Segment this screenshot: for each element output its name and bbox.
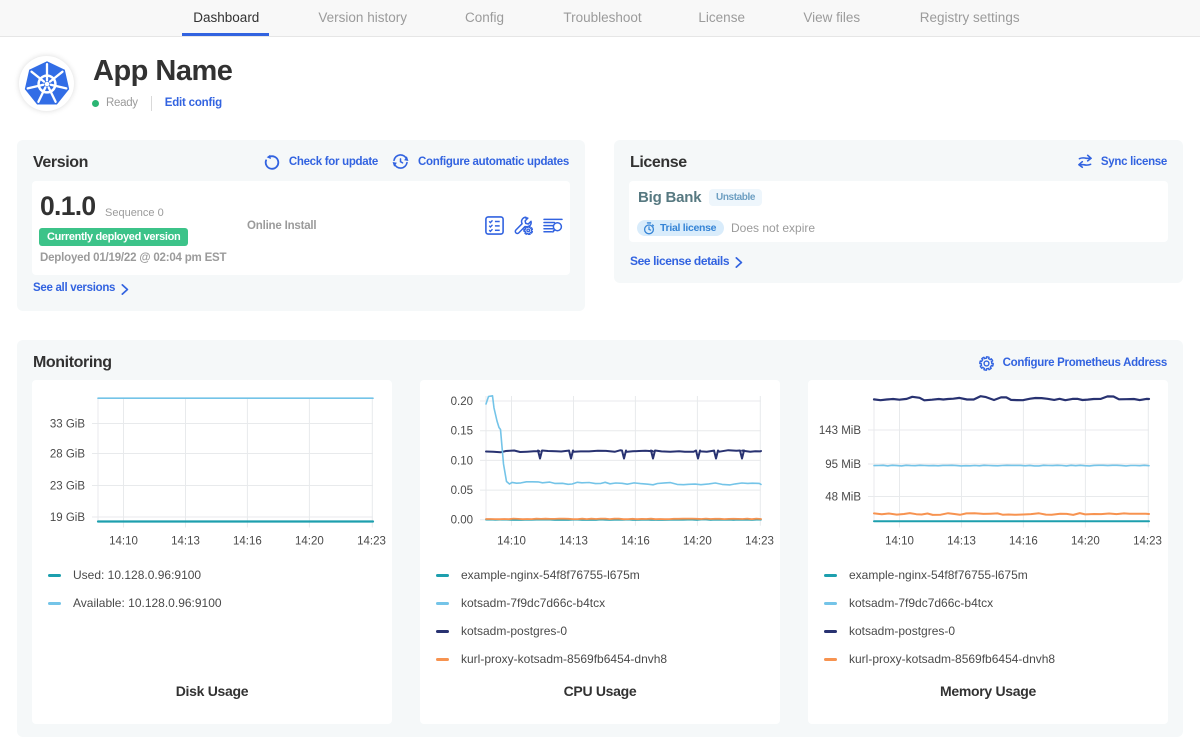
svg-text:14:23: 14:23 bbox=[1133, 536, 1162, 548]
svg-text:95 MiB: 95 MiB bbox=[825, 459, 861, 471]
svg-text:0.20: 0.20 bbox=[451, 396, 473, 408]
svg-text:14:20: 14:20 bbox=[295, 536, 324, 548]
svg-text:14:23: 14:23 bbox=[357, 536, 386, 548]
svg-text:0.05: 0.05 bbox=[451, 485, 473, 497]
svg-text:14:13: 14:13 bbox=[171, 536, 200, 548]
svg-text:14:10: 14:10 bbox=[885, 536, 914, 548]
svg-text:14:10: 14:10 bbox=[109, 536, 138, 548]
svg-text:48 MiB: 48 MiB bbox=[825, 492, 861, 504]
svg-text:28 GiB: 28 GiB bbox=[50, 449, 85, 461]
svg-text:14:16: 14:16 bbox=[233, 536, 262, 548]
svg-text:14:13: 14:13 bbox=[559, 536, 588, 548]
svg-text:0.10: 0.10 bbox=[451, 455, 473, 467]
svg-text:0.00: 0.00 bbox=[451, 515, 473, 527]
svg-text:14:10: 14:10 bbox=[497, 536, 526, 548]
svg-text:19 GiB: 19 GiB bbox=[50, 512, 85, 524]
svg-text:143 MiB: 143 MiB bbox=[819, 425, 862, 437]
svg-text:14:20: 14:20 bbox=[683, 536, 712, 548]
svg-text:14:16: 14:16 bbox=[1009, 536, 1038, 548]
svg-text:0.15: 0.15 bbox=[451, 426, 473, 438]
svg-text:14:16: 14:16 bbox=[621, 536, 650, 548]
svg-text:23 GiB: 23 GiB bbox=[50, 481, 85, 493]
svg-text:14:20: 14:20 bbox=[1071, 536, 1100, 548]
svg-text:14:23: 14:23 bbox=[745, 536, 774, 548]
svg-text:14:13: 14:13 bbox=[947, 536, 976, 548]
svg-text:33 GiB: 33 GiB bbox=[50, 419, 85, 431]
